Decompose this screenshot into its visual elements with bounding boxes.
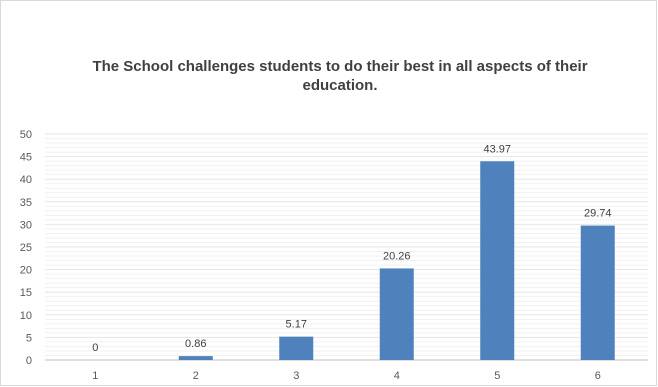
bar-3 [279, 336, 314, 360]
y-tick-label: 35 [20, 197, 32, 209]
data-label-4: 20.26 [383, 250, 411, 262]
y-tick-label: 5 [26, 332, 32, 344]
y-tick-label: 45 [20, 152, 32, 164]
y-tick-label: 10 [20, 310, 32, 322]
x-tick-label: 6 [595, 370, 601, 382]
y-tick-label: 40 [20, 174, 32, 186]
data-label-3: 5.17 [286, 319, 307, 331]
x-tick-label: 4 [394, 370, 400, 382]
bars [178, 161, 615, 360]
y-tick-label: 30 [20, 219, 32, 231]
x-tick-label: 5 [494, 370, 500, 382]
bar-5 [480, 161, 515, 360]
bar-4 [379, 268, 414, 360]
y-tick-label: 15 [20, 287, 32, 299]
data-label-2: 0.86 [185, 338, 206, 350]
gridlines [45, 133, 648, 361]
x-tick-label: 3 [293, 370, 299, 382]
data-label-1: 0 [92, 342, 98, 354]
y-tick-label: 25 [20, 242, 32, 254]
chart-title: The School challenges students to do the… [92, 58, 588, 94]
y-tick-label: 50 [20, 129, 32, 141]
data-label-6: 29.74 [584, 208, 612, 220]
y-tick-label: 0 [26, 355, 32, 367]
y-tick-label: 20 [20, 265, 32, 277]
x-tick-label: 1 [92, 370, 98, 382]
data-labels: 0 0.86 5.17 20.26 43.97 29.74 [92, 143, 611, 354]
x-tick-label: 2 [193, 370, 199, 382]
bar-2 [178, 356, 213, 360]
y-axis-ticks: 0 5 10 15 20 25 30 35 40 45 50 [20, 129, 32, 367]
bar-6 [580, 225, 615, 360]
data-label-5: 43.97 [483, 143, 511, 155]
x-axis-ticks: 1 2 3 4 5 6 [92, 370, 601, 382]
